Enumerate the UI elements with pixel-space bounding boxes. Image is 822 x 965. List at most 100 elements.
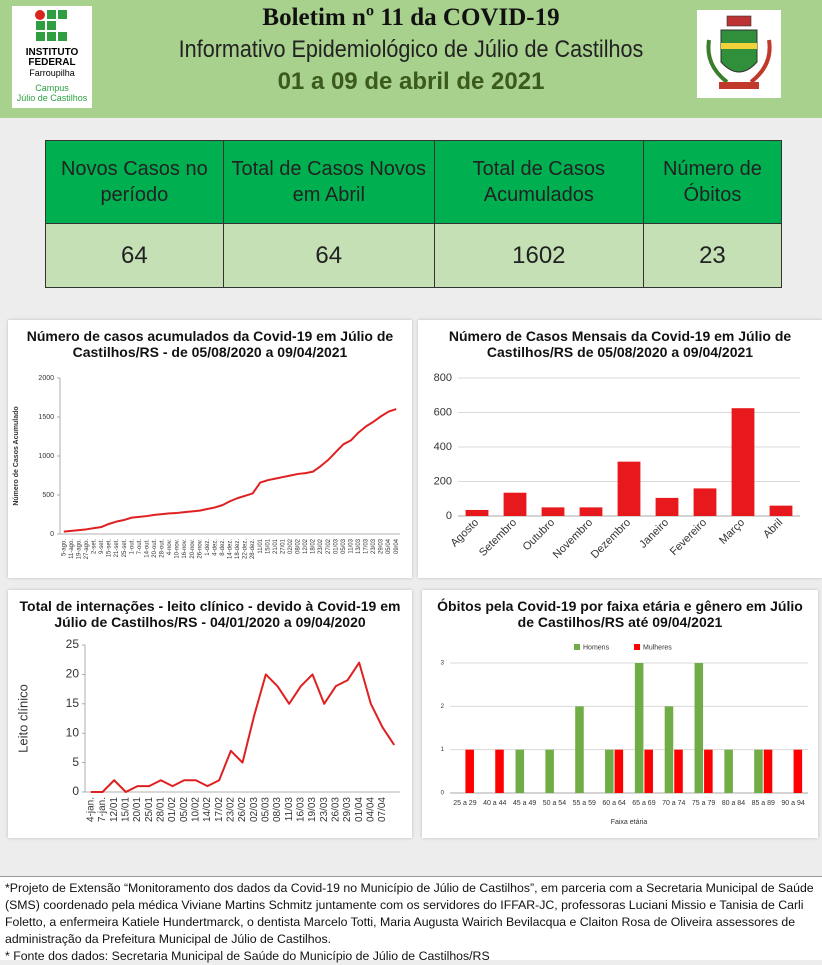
x-tick-label: 4-jan.: [85, 797, 96, 822]
x-tick-label: 27-ago.: [84, 539, 90, 560]
bar: [693, 488, 717, 516]
x-tick-label: 14-out.: [144, 539, 150, 558]
x-tick-label: 05/03: [341, 538, 347, 554]
x-tick-label: 26/02: [237, 797, 248, 822]
x-tick-label: 70 a 74: [662, 800, 685, 807]
x-tick-label: 80 a 84: [722, 800, 745, 807]
chart-title: Número de casos acumulados da Covid-19 e…: [26, 328, 394, 361]
x-tick-label: 20-nov.: [190, 539, 196, 559]
x-tick-label: 01/04: [354, 797, 365, 822]
x-tick-label: 18-dez.: [235, 539, 241, 559]
x-tick-label: 09/04: [394, 538, 400, 554]
y-tick-label: 20: [66, 667, 80, 681]
y-tick-label: 0: [50, 531, 54, 538]
x-tick-label: 4-nov.: [167, 539, 173, 556]
y-axis-title: Número de Casos Acumulado: [13, 406, 20, 505]
x-tick-label: 20-out.: [152, 539, 158, 558]
x-tick-label: 16-nov.: [182, 539, 188, 559]
bar: [731, 408, 755, 516]
y-tick-label: 1: [441, 747, 445, 753]
bar: [605, 749, 614, 793]
x-tick-label: Fevereiro: [668, 517, 709, 558]
bar: [617, 461, 641, 516]
table-value: 64: [45, 223, 224, 288]
y-tick-label: 2: [441, 704, 445, 710]
table-header: Número de Óbitos: [642, 140, 783, 224]
x-tick-label: 05/02: [179, 797, 190, 822]
x-tick-label: Janeiro: [637, 517, 671, 551]
data-line: [90, 661, 396, 793]
bar: [674, 749, 683, 793]
bar: [655, 497, 679, 516]
bar: [664, 706, 674, 793]
x-tick-label: 01/02: [167, 797, 178, 822]
bar: [634, 663, 644, 793]
y-tick-label: 0: [72, 784, 79, 798]
bar: [763, 749, 773, 793]
chart: 0 1 2 3 Faixa etária 25 a 29 40 a 44 45 a 49 50 …: [441, 644, 808, 826]
table-value: 23: [642, 223, 783, 288]
summary-table: Novos Casos no período Total de Casos No…: [45, 140, 783, 288]
logo-mark: [35, 10, 67, 41]
x-tick-label: 11-ago.: [69, 539, 75, 559]
bar: [644, 749, 653, 793]
credits: *Projeto de Extensão “Monitoramento dos …: [5, 881, 814, 946]
x-tick-label: 25/01: [144, 797, 155, 822]
x-tick-label: 10-nov.: [175, 539, 181, 559]
x-tick-label: 8-dez.: [220, 539, 226, 556]
chart-title: Óbitos pela Covid-19 por faixa etária e …: [437, 598, 803, 631]
bulletin-title: Boletim nº 11 da COVID-19: [262, 4, 560, 31]
y-tick-label: 200: [434, 475, 452, 487]
x-tick-label: 14/02: [202, 797, 213, 822]
x-tick-label: 1-out.: [129, 539, 135, 555]
chart-title: Número de Casos Mensais da Covid-19 em J…: [448, 328, 792, 361]
x-tick-label: 15/01: [120, 797, 131, 822]
x-tick-label: 2-set.: [92, 539, 98, 554]
x-tick-label: 75 a 79: [692, 800, 715, 807]
legend-swatch: [634, 644, 640, 650]
x-tick-label: 16/03: [295, 797, 306, 822]
chart-panel: Número de casos acumulados da Covid-19 e…: [8, 320, 412, 578]
bulletin-period: 01 a 09 de abril de 2021: [277, 68, 545, 95]
x-axis-title: Faixa etária: [611, 819, 648, 826]
x-tick-label: Abril: [761, 517, 785, 541]
bar: [704, 749, 713, 793]
x-tick-label: 28-out.: [160, 539, 166, 558]
y-tick-label: 15: [66, 696, 80, 710]
x-tick-label: 27/02: [326, 538, 332, 554]
x-tick-label: 55 a 59: [573, 800, 596, 807]
bulletin-subtitle: Informativo Epidemiológico de Júlio de C…: [178, 36, 644, 63]
x-tick-label: 60 a 64: [602, 800, 625, 807]
x-tick-label: 15-set.: [107, 539, 113, 558]
logo-text: Júlio de Castilhos: [16, 93, 88, 103]
x-tick-label: 40 a 44: [483, 800, 506, 807]
legend-swatch: [574, 644, 580, 650]
logo-text: Campus: [35, 83, 69, 93]
x-tick-label: 29/03: [342, 797, 353, 822]
y-tick-label: 400: [434, 441, 452, 453]
header: INSTITUTO FEDERAL Farroupilha Campus Júl…: [0, 0, 822, 118]
x-tick-label: 18/02: [311, 538, 317, 554]
y-tick-label: 2000: [38, 375, 54, 382]
x-tick-label: 11/01: [258, 538, 264, 553]
x-tick-label: Março: [717, 517, 747, 547]
x-tick-label: Novembro: [551, 517, 595, 561]
y-tick-label: 0: [446, 510, 452, 522]
x-tick-label: 28-dez.: [250, 539, 256, 559]
x-tick-label: 22-dez.: [243, 539, 249, 559]
table-header: Total de Casos Acumulados: [433, 140, 644, 224]
y-tick-label: 10: [66, 725, 80, 739]
x-tick-label: 25 a 29: [453, 800, 476, 807]
footer: *Projeto de Extensão “Monitoramento dos …: [0, 876, 822, 963]
table-value: 1602: [433, 223, 644, 288]
x-tick-label: 21/01: [273, 538, 279, 554]
bar: [614, 749, 624, 793]
bar: [515, 749, 525, 793]
table-header: Novos Casos no período: [45, 140, 224, 224]
y-tick-label: 1000: [38, 453, 54, 460]
y-tick-label: 5: [72, 755, 79, 769]
x-tick-label: 13/03: [356, 538, 362, 554]
x-tick-label: 14-dez.: [228, 539, 234, 559]
coat-of-arms: [706, 15, 772, 89]
